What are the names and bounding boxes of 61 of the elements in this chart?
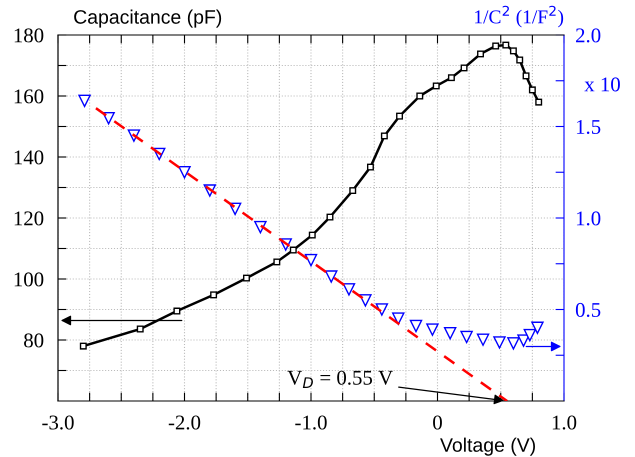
- x-axis-title: Voltage (V): [440, 438, 535, 456]
- point: [359, 294, 372, 307]
- x-tick-label: 0: [433, 415, 442, 430]
- y2-tick-label: 2.0: [576, 28, 600, 43]
- y-tick-label: 100: [14, 272, 44, 286]
- point: [432, 82, 440, 90]
- x-tick-label: -2.0: [168, 415, 200, 430]
- x-tick-label: -1.0: [295, 415, 327, 430]
- y2-tick-label: 1.0: [576, 211, 600, 226]
- point: [524, 328, 536, 342]
- point: [342, 283, 356, 296]
- annotation: V$_{D}$ = 0.55 V: [287, 370, 393, 388]
- point: [392, 312, 405, 325]
- point: [535, 98, 542, 106]
- point: [366, 164, 374, 171]
- point: [80, 342, 87, 350]
- y-tick-label: 160: [14, 89, 44, 104]
- x-tick-label: 1.0: [552, 415, 576, 430]
- point: [304, 254, 318, 266]
- point: [492, 42, 500, 50]
- point: [528, 86, 536, 94]
- point: [410, 320, 422, 332]
- y-tick-label: 180: [14, 28, 44, 42]
- point: [173, 308, 180, 314]
- point: [477, 50, 484, 58]
- point: [396, 112, 404, 120]
- x-tick-label: -3.0: [42, 415, 74, 430]
- point: [502, 42, 510, 49]
- point: [380, 132, 388, 140]
- text: x 10: [584, 77, 620, 92]
- point: [273, 258, 280, 266]
- y-tick-label: 140: [14, 150, 44, 164]
- point: [136, 326, 144, 332]
- point: [516, 56, 524, 64]
- point: [444, 327, 456, 340]
- point: [78, 94, 91, 108]
- y2-tick-label: 0.5: [576, 302, 600, 318]
- point: [308, 232, 316, 239]
- point: [510, 47, 517, 54]
- y-tick-label: 80: [24, 333, 44, 348]
- y2-tick-label: 1.5: [576, 120, 600, 134]
- y-tick-label: 120: [14, 211, 44, 226]
- y2-axis-title: 1/C$^{2}$ (1/F$^{2}$): [475, 6, 564, 28]
- point: [243, 274, 250, 282]
- point: [178, 166, 191, 178]
- point: [349, 187, 356, 194]
- point: [326, 214, 334, 221]
- point: [460, 330, 473, 344]
- point: [460, 64, 468, 72]
- point: [448, 74, 455, 82]
- point: [493, 336, 506, 349]
- point: [324, 270, 338, 283]
- point: [210, 291, 218, 298]
- point: [416, 92, 424, 100]
- point: [531, 322, 544, 334]
- point: [426, 323, 439, 336]
- point: [507, 337, 520, 350]
- point: [522, 72, 530, 80]
- y-axis-title: Capacitance (pF): [74, 10, 222, 28]
- point: [476, 333, 490, 346]
- point: [290, 246, 297, 254]
